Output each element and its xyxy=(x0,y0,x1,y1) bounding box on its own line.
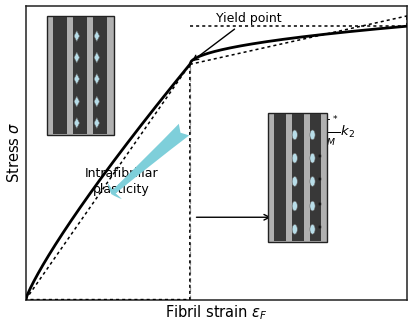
Text: *: * xyxy=(318,177,322,186)
Bar xyxy=(53,17,67,134)
Ellipse shape xyxy=(310,130,315,140)
Polygon shape xyxy=(94,118,100,128)
Text: *: * xyxy=(318,154,322,163)
Ellipse shape xyxy=(292,224,297,234)
Ellipse shape xyxy=(292,153,297,163)
Bar xyxy=(93,17,107,134)
Text: $\varepsilon_F^Y = \dfrac{\rho_2 \tau^*}{2E_M} k_2$: $\varepsilon_F^Y = \dfrac{\rho_2 \tau^*}… xyxy=(277,113,355,148)
Ellipse shape xyxy=(310,224,315,234)
Text: *: * xyxy=(318,225,322,234)
Ellipse shape xyxy=(292,201,297,211)
FancyBboxPatch shape xyxy=(268,113,327,242)
Polygon shape xyxy=(94,52,100,63)
Ellipse shape xyxy=(310,176,315,186)
Polygon shape xyxy=(94,31,100,41)
Polygon shape xyxy=(74,118,80,128)
Text: Intrafibrillar
plasticity: Intrafibrillar plasticity xyxy=(84,168,158,196)
Y-axis label: Stress $\sigma$: Stress $\sigma$ xyxy=(5,122,21,183)
Polygon shape xyxy=(74,73,80,84)
Ellipse shape xyxy=(310,153,315,163)
Text: *: * xyxy=(318,201,322,211)
Polygon shape xyxy=(94,73,100,84)
Bar xyxy=(292,114,304,241)
Polygon shape xyxy=(74,96,80,107)
FancyBboxPatch shape xyxy=(47,16,114,135)
Ellipse shape xyxy=(292,130,297,140)
Ellipse shape xyxy=(310,201,315,211)
Bar xyxy=(274,114,286,241)
Text: Yield point: Yield point xyxy=(193,12,282,60)
Ellipse shape xyxy=(292,176,297,186)
Polygon shape xyxy=(74,31,80,41)
Polygon shape xyxy=(94,96,100,107)
X-axis label: Fibril strain $\varepsilon_F$: Fibril strain $\varepsilon_F$ xyxy=(165,304,268,322)
Bar xyxy=(74,17,87,134)
Bar xyxy=(309,114,321,241)
Polygon shape xyxy=(74,52,80,63)
